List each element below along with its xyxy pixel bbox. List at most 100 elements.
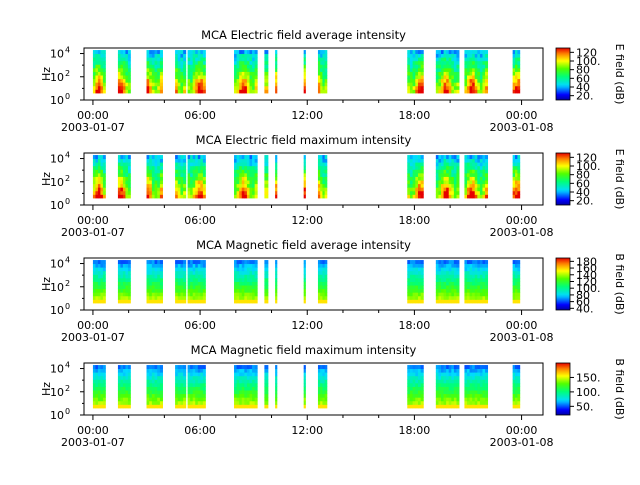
heatmap-cell bbox=[417, 386, 422, 391]
heatmap-cell bbox=[264, 67, 269, 72]
heatmap-cell bbox=[244, 365, 248, 370]
heatmap-cell bbox=[512, 404, 516, 409]
heatmap-cell bbox=[417, 295, 422, 300]
heatmap-cell bbox=[125, 190, 129, 195]
heatmap-cell bbox=[120, 190, 124, 195]
heatmap-cell bbox=[197, 382, 201, 387]
heatmap-cell bbox=[453, 263, 457, 268]
heatmap-cell bbox=[417, 85, 422, 90]
heatmap-cell bbox=[95, 288, 99, 293]
heatmap-cell bbox=[435, 400, 439, 405]
heatmap-cell bbox=[409, 82, 414, 87]
heatmap-cell bbox=[151, 382, 155, 387]
heatmap-cell bbox=[120, 50, 124, 55]
heatmap-cell bbox=[474, 190, 478, 195]
heatmap-cell bbox=[95, 277, 99, 282]
heatmap-cell bbox=[472, 375, 476, 380]
heatmap-cell bbox=[472, 180, 476, 185]
heatmap-cell bbox=[448, 82, 452, 87]
heatmap-cell bbox=[435, 57, 439, 62]
heatmap-cell bbox=[417, 274, 422, 279]
heatmap-cell bbox=[197, 288, 201, 293]
heatmap-cell bbox=[512, 158, 516, 163]
heatmap-cell bbox=[472, 194, 476, 199]
heatmap-cell bbox=[415, 60, 419, 65]
heatmap-cell bbox=[246, 53, 250, 58]
heatmap-cell bbox=[97, 393, 101, 398]
heatmap-cell bbox=[472, 176, 476, 181]
heatmap-cell bbox=[125, 155, 129, 160]
heatmap-cell bbox=[183, 372, 187, 377]
heatmap-cell bbox=[320, 71, 323, 76]
heatmap-cell bbox=[183, 285, 187, 290]
heatmap-cell bbox=[122, 78, 126, 83]
heatmap-cell bbox=[246, 292, 250, 297]
heatmap-cell bbox=[234, 53, 237, 58]
heatmap-cell bbox=[469, 372, 473, 377]
heatmap-cell bbox=[448, 165, 452, 170]
heatmap-cell bbox=[482, 400, 486, 405]
heatmap-cell bbox=[317, 60, 321, 65]
heatmap-cell bbox=[407, 288, 411, 293]
heatmap-cell bbox=[453, 165, 457, 170]
heatmap-cell bbox=[180, 393, 184, 398]
heatmap-cell bbox=[146, 285, 150, 290]
heatmap-cell bbox=[464, 382, 468, 387]
heatmap-cell bbox=[412, 180, 416, 185]
colorbar-tick-label: 100. bbox=[576, 386, 601, 399]
heatmap-cell bbox=[187, 158, 191, 163]
heatmap-cell bbox=[92, 57, 96, 62]
heatmap-cell bbox=[322, 165, 326, 170]
heatmap-cell bbox=[180, 386, 184, 391]
heatmap-cell bbox=[149, 176, 153, 181]
heatmap-cell bbox=[324, 162, 328, 167]
heatmap-cell bbox=[100, 274, 104, 279]
heatmap-cell bbox=[151, 190, 155, 195]
heatmap-cell bbox=[409, 365, 414, 370]
heatmap-cell bbox=[415, 404, 419, 409]
heatmap-cell bbox=[407, 82, 411, 87]
heatmap-cell bbox=[464, 60, 468, 65]
heatmap-cell bbox=[477, 180, 481, 185]
heatmap-cell bbox=[451, 299, 455, 304]
heatmap-cell bbox=[100, 292, 104, 297]
heatmap-cell bbox=[324, 165, 328, 170]
heatmap-cell bbox=[479, 57, 483, 62]
heatmap-cell bbox=[322, 260, 326, 265]
heatmap-cell bbox=[469, 285, 473, 290]
heatmap-cell bbox=[438, 169, 442, 174]
heatmap-cell bbox=[239, 75, 243, 80]
heatmap-cell bbox=[236, 365, 240, 370]
heatmap-cell bbox=[190, 393, 194, 398]
heatmap-cell bbox=[244, 263, 248, 268]
heatmap-cell bbox=[515, 158, 518, 163]
heatmap-cell bbox=[187, 397, 191, 402]
heatmap-cell bbox=[482, 180, 486, 185]
heatmap-cell bbox=[517, 274, 521, 279]
heatmap-cell bbox=[472, 71, 476, 76]
heatmap-cell bbox=[92, 85, 96, 90]
heatmap-cell bbox=[127, 165, 131, 170]
heatmap-cell bbox=[443, 365, 447, 370]
heatmap-cell bbox=[322, 183, 326, 188]
heatmap-cell bbox=[177, 183, 181, 188]
heatmap-cell bbox=[120, 169, 124, 174]
heatmap-cell bbox=[175, 162, 179, 167]
heatmap-cell bbox=[472, 64, 476, 69]
heatmap-cell bbox=[407, 169, 411, 174]
heatmap-cell bbox=[177, 172, 181, 177]
heatmap-cell bbox=[95, 365, 99, 370]
heatmap-cell bbox=[234, 169, 237, 174]
heatmap-cell bbox=[453, 190, 457, 195]
heatmap-cell bbox=[180, 53, 184, 58]
heatmap-cell bbox=[254, 172, 258, 177]
heatmap-cell bbox=[157, 270, 161, 275]
heatmap-cell bbox=[117, 288, 121, 293]
heatmap-cell bbox=[202, 267, 206, 272]
heatmap-cell bbox=[482, 386, 486, 391]
heatmap-cell bbox=[464, 187, 468, 192]
heatmap-cell bbox=[120, 400, 124, 405]
heatmap-cell bbox=[175, 270, 179, 275]
heatmap-cell bbox=[234, 71, 237, 76]
heatmap-cell bbox=[234, 270, 237, 275]
